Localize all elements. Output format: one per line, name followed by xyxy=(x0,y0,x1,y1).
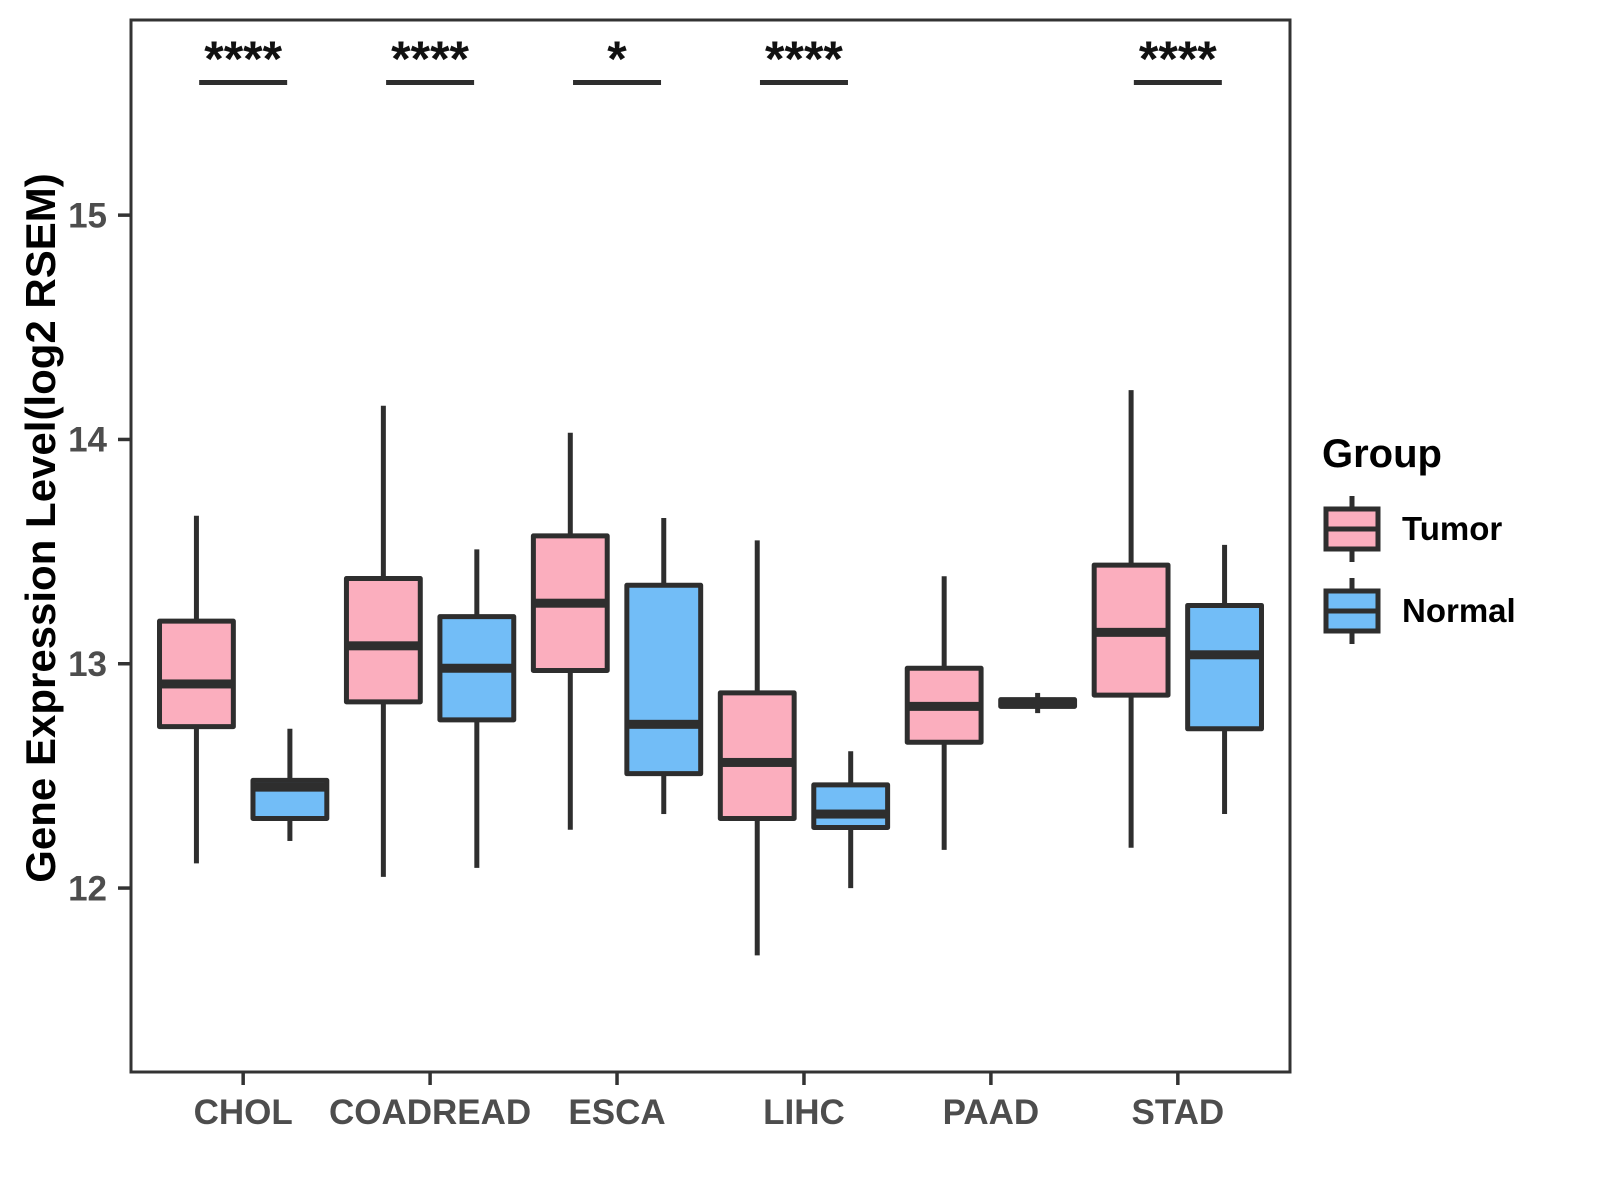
median-line-tumor-chol xyxy=(158,679,235,689)
box-normal-esca xyxy=(624,582,704,777)
box-tumor-coadread xyxy=(343,576,423,705)
significance-bar-lihc xyxy=(759,80,848,85)
x-tick-label-paad: PAAD xyxy=(943,1093,1040,1132)
panel-border xyxy=(129,18,1292,1074)
legend-item-tumor: Tumor xyxy=(1322,495,1516,563)
median-line-tumor-esca xyxy=(532,598,609,608)
significance-bar-esca xyxy=(573,80,662,85)
significance-stars-coadread: **** xyxy=(391,31,469,87)
median-line-normal-coadread xyxy=(438,663,515,673)
x-tick-label-stad: STAD xyxy=(1131,1093,1224,1132)
x-tick-label-chol: CHOL xyxy=(194,1093,293,1132)
box-normal-stad xyxy=(1185,602,1264,732)
median-line-normal-stad xyxy=(1186,650,1263,660)
legend: Group Tumor Normal xyxy=(1322,432,1516,659)
median-line-normal-esca xyxy=(625,719,702,729)
y-tick-label: 13 xyxy=(68,645,107,684)
median-line-normal-lihc xyxy=(812,809,889,819)
median-line-tumor-stad xyxy=(1093,627,1170,637)
significance-stars-chol: **** xyxy=(204,31,282,87)
significance-bar-stad xyxy=(1133,80,1222,85)
legend-label-normal: Normal xyxy=(1402,592,1516,629)
box-normal-lihc xyxy=(811,782,891,831)
legend-label-tumor: Tumor xyxy=(1402,510,1503,547)
significance-bar-chol xyxy=(199,80,288,85)
significance-stars-esca: * xyxy=(607,31,627,87)
box-tumor-lihc xyxy=(717,690,797,822)
legend-key-tumor-icon xyxy=(1323,496,1381,562)
y-tick-label: 14 xyxy=(68,421,107,460)
median-line-normal-paad xyxy=(999,699,1076,709)
median-line-tumor-paad xyxy=(906,701,983,711)
significance-bar-coadread xyxy=(386,80,475,85)
x-tick-label-lihc: LIHC xyxy=(763,1093,845,1132)
significance-stars-lihc: **** xyxy=(765,31,843,87)
x-tick-label-esca: ESCA xyxy=(568,1093,665,1132)
significance-stars-stad: **** xyxy=(1139,31,1217,87)
median-line-normal-chol xyxy=(251,782,328,792)
y-tick-label: 12 xyxy=(68,869,107,908)
y-axis-title: Gene Expression Level(log2 RSEM) xyxy=(17,173,64,883)
median-line-tumor-lihc xyxy=(719,757,796,767)
x-tick-label-coadread: COADREAD xyxy=(329,1093,531,1132)
y-tick-label: 15 xyxy=(68,196,107,235)
legend-title: Group xyxy=(1322,432,1442,476)
legend-key-normal-icon xyxy=(1323,578,1381,644)
legend-item-normal: Normal xyxy=(1322,577,1516,645)
box-tumor-chol xyxy=(157,618,236,730)
median-line-tumor-coadread xyxy=(345,641,422,651)
